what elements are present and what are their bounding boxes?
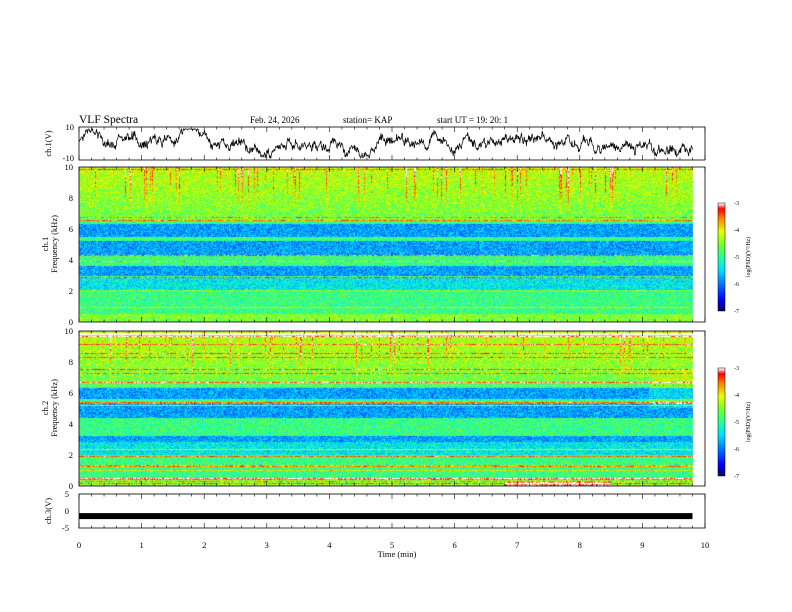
ch1-colorbar-tick-m3: -3 — [734, 201, 739, 207]
ch1-freq-ytick-8: 8 — [69, 193, 73, 203]
ch1-colorbar-tick-m6: -6 — [734, 282, 739, 288]
ch1-colorbar-frame — [717, 202, 726, 312]
ch2-freq-ytick-0: 0 — [69, 481, 73, 491]
ch1-spectrogram-panel: 10 8 6 4 2 0 ch.1 Frequency (kHz) — [40, 162, 706, 327]
ch1-spectrogram-ylabel-frequency: Frequency (kHz) — [49, 215, 59, 273]
ch1-freq-ytick-2: 2 — [69, 286, 73, 296]
ch2-colorbar-tick-m7: -7 — [734, 474, 739, 480]
ch1-voltage-ticks — [78, 127, 706, 160]
ch3-voltage-ylabel: ch.3(V) — [43, 498, 53, 524]
ch2-freq-ytick-2: 2 — [69, 450, 73, 460]
ch1-colorbar-gradient — [718, 203, 725, 311]
ch1-voltage-trace — [78, 127, 693, 160]
ch1-voltage-panel: 10 -10 ch.1(V) — [43, 122, 706, 163]
time-axis-tick-label: 8 — [578, 540, 582, 550]
time-axis-tick-label: 4 — [327, 540, 332, 550]
time-axis-label: Time (min) — [378, 549, 417, 559]
ch2-colorbar-label: log(PSD)(V²/Hz) — [745, 402, 752, 442]
ch2-colorbar-gradient — [718, 368, 725, 476]
ch1-colorbar: -3 -4 -5 -6 -7 log(PSD)(V²/Hz) — [717, 201, 752, 315]
ch1-colorbar-tick-m5: -5 — [734, 255, 739, 261]
ch3-voltage-ytick-0: 0 — [65, 506, 69, 516]
ch1-freq-ytick-6: 6 — [69, 224, 73, 234]
time-axis-tick-label: 6 — [452, 540, 456, 550]
ch2-spectrogram-ylabel-frequency: Frequency (kHz) — [49, 379, 59, 437]
ch1-voltage-ytick-bottom: -10 — [63, 153, 74, 163]
ch3-voltage-ytick-5: 5 — [65, 489, 69, 499]
start-time-label: start UT = 19: 20: 1 — [437, 115, 508, 125]
time-axis-tick-label: 9 — [640, 540, 644, 550]
time-axis-tick-label: 7 — [515, 540, 519, 550]
ch1-spectrogram-image — [79, 167, 705, 322]
ch1-freq-ytick-10: 10 — [65, 162, 74, 172]
ch2-colorbar-tick-m5: -5 — [734, 420, 739, 426]
ch1-freq-ytick-0: 0 — [69, 317, 73, 327]
date-label: Feb. 24, 2026 — [250, 115, 300, 125]
ch2-spectrogram-ylabel-channel: ch.2 — [40, 401, 50, 415]
time-axis-tick-label: 2 — [202, 540, 206, 550]
ch2-freq-ytick-4: 4 — [69, 419, 74, 429]
ch1-voltage-ytick-top: 10 — [66, 122, 75, 132]
ch2-colorbar: -3 -4 -5 -6 -7 log(PSD)(V²/Hz) — [717, 366, 752, 480]
ch2-colorbar-frame — [717, 367, 726, 477]
ch2-freq-ytick-10: 10 — [65, 326, 74, 336]
ch2-colorbar-tick-m3: -3 — [734, 366, 739, 372]
ch2-colorbar-tick-m6: -6 — [734, 447, 739, 453]
ch1-colorbar-tick-m7: -7 — [734, 309, 739, 315]
ch1-freq-ytick-4: 4 — [69, 255, 74, 265]
ch3-voltage-trace — [79, 513, 693, 520]
ch3-voltage-panel: 5 0 -5 ch.3(V) 0 1 2 3 4 5 6 7 8 9 10 Time (min) — [43, 489, 709, 559]
time-axis-tick-label: 3 — [265, 540, 269, 550]
ch2-freq-ytick-6: 6 — [69, 388, 73, 398]
ch2-freq-ytick-8: 8 — [69, 357, 73, 367]
ch2-spectrogram-image — [79, 331, 705, 486]
figure-title: VLF Spectra — [79, 114, 138, 126]
ch2-spectrogram-panel: 10 8 6 4 2 0 ch.2 Frequency (kHz) — [40, 326, 706, 491]
ch1-colorbar-tick-m4: -4 — [734, 228, 739, 234]
time-axis-tick-labels: 0 1 2 3 4 5 6 7 8 9 10 — [77, 540, 709, 550]
time-axis-tick-label: 1 — [139, 540, 143, 550]
ch3-voltage-frame — [78, 493, 706, 529]
time-axis-tick-label: 0 — [77, 540, 81, 550]
time-axis-tick-label: 10 — [701, 540, 710, 550]
ch3-voltage-ticks — [78, 494, 706, 528]
ch1-voltage-ylabel: ch.1(V) — [43, 130, 53, 156]
ch1-spectrogram-ticks — [78, 167, 706, 322]
ch2-spectrogram-ticks — [78, 331, 706, 486]
ch2-colorbar-tick-m4: -4 — [734, 393, 739, 399]
ch1-colorbar-label: log(PSD)(V²/Hz) — [745, 237, 752, 277]
time-axis-tick-label: 5 — [390, 540, 394, 550]
station-label: station= KAP — [343, 115, 392, 125]
ch3-voltage-ytick-m5: -5 — [62, 523, 69, 533]
ch1-spectrogram-ylabel-channel: ch.1 — [40, 237, 50, 251]
